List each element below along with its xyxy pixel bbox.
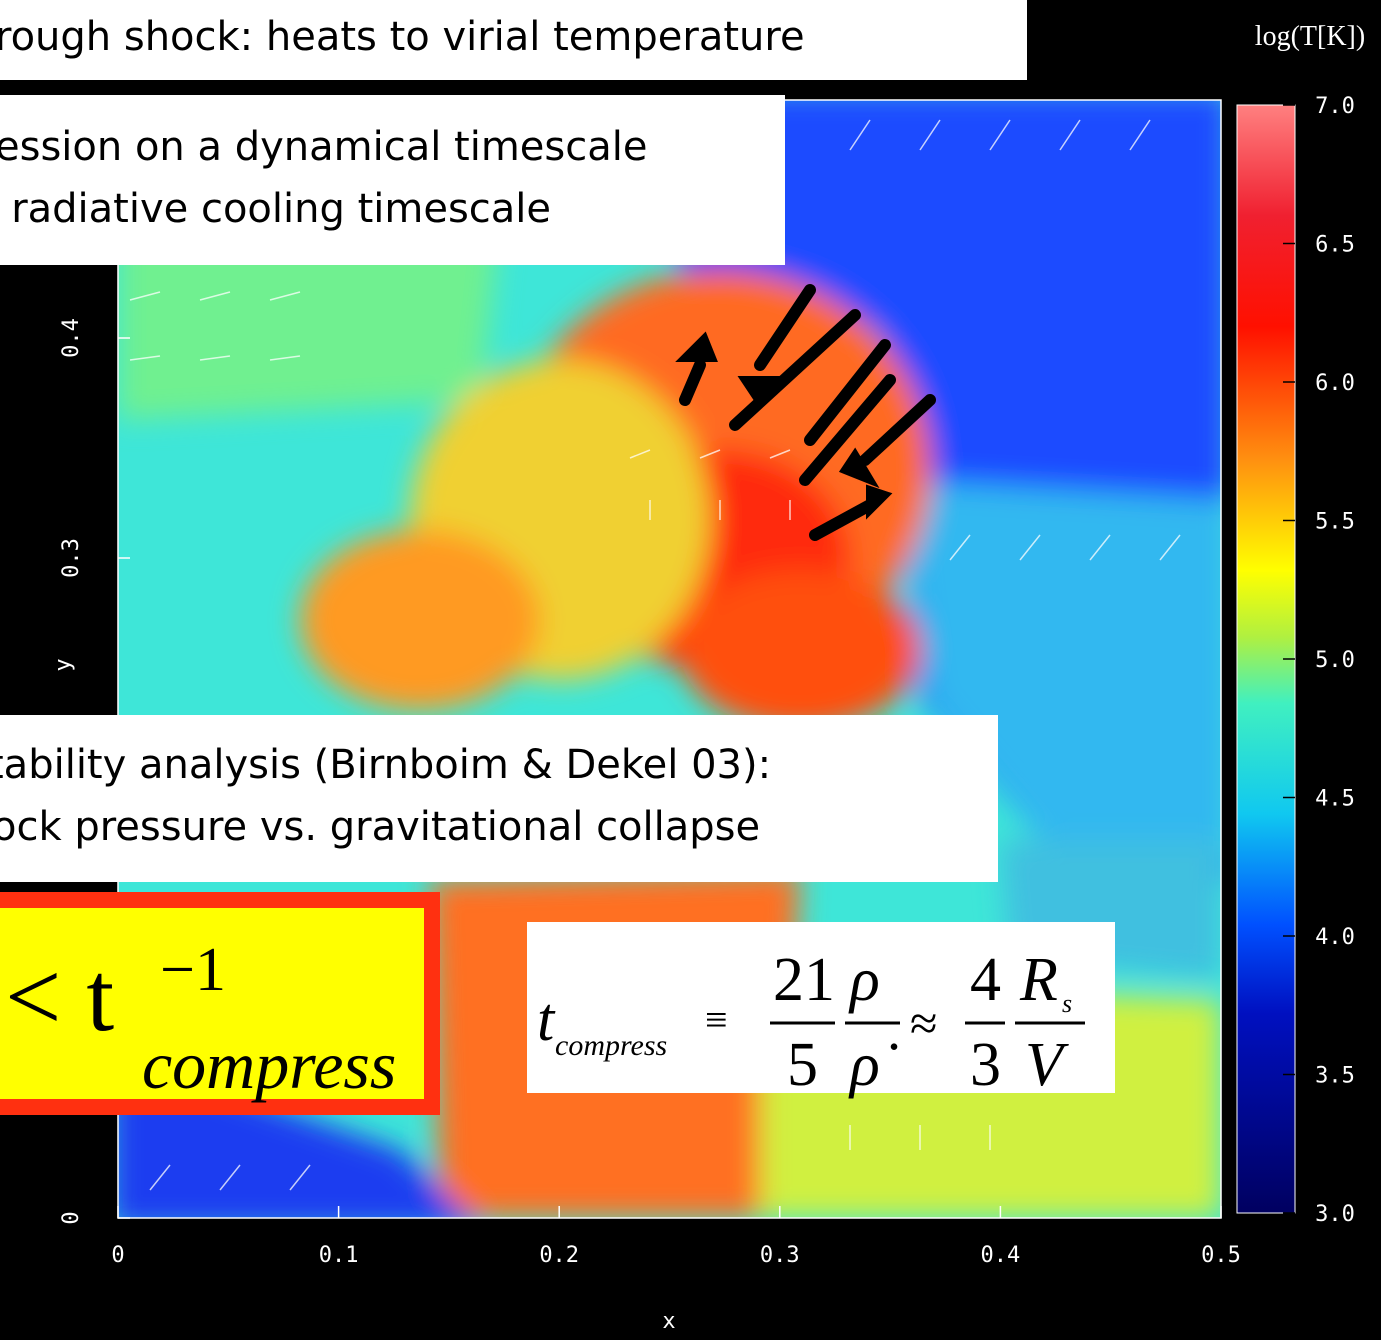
x-tick-label: 0.2: [539, 1243, 579, 1268]
formula-subscript: compress: [555, 1029, 667, 1062]
annotation-text: ock pressure vs. gravitational collapse: [0, 804, 760, 850]
formula-symbol: 4: [970, 946, 1001, 1014]
annotation-text: tability analysis (Birnboim & Dekel 03):: [0, 742, 771, 788]
annotation-text: : radiative cooling timescale: [0, 186, 551, 232]
annotation-box: [0, 95, 785, 265]
colorbar-tick-label: 5.0: [1315, 648, 1355, 673]
colorbar-tick-label: 4.0: [1315, 925, 1355, 950]
x-tick-label: 0.5: [1201, 1243, 1241, 1268]
colorbar-tick-label: 4.5: [1315, 787, 1355, 812]
x-tick-label: 0.1: [319, 1243, 359, 1268]
colorbar-label: log(T[K]): [1255, 21, 1365, 52]
formula-symbol: 3: [970, 1031, 1001, 1099]
formula-symbol: 21: [773, 946, 835, 1014]
colorbar-tick-label: 6.5: [1315, 233, 1355, 258]
x-tick-label: 0: [111, 1243, 124, 1268]
colorbar-tick-label: 3.0: [1315, 1202, 1355, 1227]
slide: log(T[K]) x y 0 0.1 0.2 0.3 0.4 0.5 0 0.3 0.4 3.0…: [0, 0, 1381, 1340]
criterion-lhs: < t: [5, 941, 114, 1052]
criterion-subscript: compress: [142, 1027, 396, 1103]
formula-symbol: 5: [787, 1031, 818, 1099]
formula-symbol: V: [1025, 1031, 1069, 1099]
formula-subscript: s: [1062, 989, 1072, 1018]
annotation-box: [0, 715, 998, 882]
formula-symbol: t: [537, 986, 556, 1054]
colorbar-tick-label: 3.5: [1315, 1064, 1355, 1089]
colorbar-tick-label: 7.0: [1315, 94, 1355, 119]
formula-symbol: R: [1019, 946, 1058, 1014]
criterion-exponent: −1: [160, 936, 226, 1004]
formula-symbol: ≡: [705, 997, 728, 1042]
y-tick-label: 0: [59, 1211, 84, 1224]
colorbar-tick-label: 6.0: [1315, 371, 1355, 396]
x-axis-label: x: [662, 1309, 675, 1334]
x-tick-label: 0.4: [981, 1243, 1021, 1268]
annotation-text: ession on a dynamical timescale: [0, 124, 647, 170]
x-tick-label: 0.3: [760, 1243, 800, 1268]
y-tick-label: 0.4: [59, 318, 84, 358]
annotation-text: rough shock: heats to virial temperature: [0, 14, 805, 60]
y-axis-label: y: [51, 658, 76, 671]
colorbar-tick-label: 5.5: [1315, 510, 1355, 535]
formula-symbol: ρ: [848, 946, 880, 1014]
y-tick-label: 0.3: [59, 538, 84, 578]
formula-symbol: ≈: [910, 995, 937, 1051]
